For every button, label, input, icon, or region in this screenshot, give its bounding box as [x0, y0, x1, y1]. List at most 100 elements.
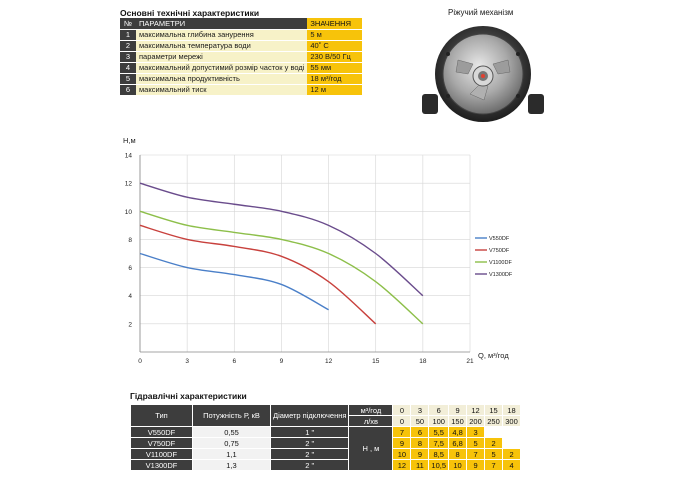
spec-row: 4 максимальний допустимий розмір часток у…: [120, 62, 362, 74]
hydraulic-q-label: м³/год: [348, 404, 394, 416]
hydraulic-h-value: 11: [410, 459, 430, 471]
chart-series: [139, 182, 424, 325]
legend-entry: V550DF: [489, 236, 510, 242]
spec-row: 2 максимальна температура води 40˚ C: [120, 40, 362, 52]
hydraulic-h-value: 5: [484, 448, 504, 460]
hydraulic-title: Гідравлічні характеристики: [130, 391, 247, 401]
hydraulic-h-value: [484, 426, 504, 438]
hydraulic-col-diameter: Діаметр підключення: [269, 404, 350, 427]
hydraulic-row-diameter: 2 ": [269, 448, 350, 460]
spec-title: Основні технічні характеристики: [120, 8, 260, 18]
y-tick-label: 4: [128, 293, 132, 300]
spec-table: № ПАРАМЕТРИ ЗНАЧЕННЯ 1 максимальна глибин…: [120, 18, 362, 96]
hydraulic-q-value: 15: [484, 404, 504, 416]
x-tick-label: 15: [372, 358, 380, 365]
legend-entry: V1300DF: [489, 272, 513, 278]
spec-row-param: максимальний тиск: [136, 84, 308, 96]
hydraulic-h-value: 7: [484, 459, 504, 471]
x-tick-label: 21: [466, 358, 474, 365]
x-tick-label: 9: [280, 358, 284, 365]
hydraulic-row-power: 1,1: [192, 448, 271, 460]
hydraulic-col-type: Тип: [130, 404, 193, 427]
hydraulic-h-value: 4: [502, 459, 522, 471]
hydraulic-row-power: 1,3: [192, 459, 271, 471]
hydraulic-l-value: 150: [448, 415, 468, 427]
hydraulic-l-value: 200: [466, 415, 486, 427]
hydraulic-row: V550DF 0,55 1 " Н , м 7 6 5,5 4,8 3: [130, 426, 522, 471]
hydraulic-h-value: [502, 426, 522, 438]
hydraulic-row: V1100DF 1,1 2 " 10 9 8,5 8 7 5 2: [130, 448, 522, 460]
hydraulic-h-value: 10: [392, 448, 412, 460]
hydraulic-row-diameter: 2 ": [269, 459, 350, 471]
x-tick-label: 12: [325, 358, 333, 365]
spec-row-value: 40˚ C: [307, 40, 362, 52]
spec-row-param: максимальний допустимий розмір часток у …: [136, 62, 308, 74]
hydraulic-h-value: 8: [410, 437, 430, 449]
x-axis-label: Q, м³/год: [478, 351, 509, 360]
cutting-mechanism-image: [422, 26, 544, 122]
spec-row-number: 3: [120, 51, 136, 63]
spec-row-number: 6: [120, 84, 136, 96]
spec-row: 5 максимальна продуктивність 18 м³/год: [120, 73, 362, 85]
hydraulic-l-value: 250: [484, 415, 504, 427]
x-tick-label: 0: [138, 358, 142, 365]
hydraulic-h-value: 6,8: [448, 437, 468, 449]
chart-legend: V550DF V750DF V1100DF V1300DF: [475, 236, 513, 278]
spec-row-value: 55 мм: [307, 62, 362, 74]
legend-entry: V1100DF: [489, 260, 512, 266]
hydraulic-header-row-q: Тип Потужність Р, кВ Діаметр підключення м³…: [130, 404, 522, 427]
hydraulic-q-value: 9: [448, 404, 468, 416]
spec-header-param: ПАРАМЕТРИ: [136, 18, 308, 30]
hydraulic-q-value: 12: [466, 404, 486, 416]
hydraulic-h-value: 9: [392, 437, 412, 449]
hydraulic-l-value: 300: [502, 415, 522, 427]
hydraulic-h-value: 6: [410, 426, 430, 438]
hydraulic-h-value: 5: [466, 437, 486, 449]
spec-row-number: 1: [120, 29, 136, 41]
spec-row: 6 максимальний тиск 12 м: [120, 84, 362, 96]
hydraulic-row: V1300DF 1,3 2 " 12 11 10,5 10 9 7 4: [130, 459, 522, 471]
chart-tick-labels: 2 4 6 8 10 12 14 0 3 6 9 12 15 18 21: [125, 153, 474, 366]
hydraulic-table: Тип Потужність Р, кВ Діаметр підключення м³…: [130, 404, 522, 471]
y-tick-label: 2: [128, 321, 132, 328]
y-tick-label: 6: [128, 265, 132, 272]
hydraulic-h-value: 3: [466, 426, 486, 438]
y-tick-label: 12: [125, 181, 133, 188]
chart-grid: [139, 154, 471, 352]
legend-entry: V750DF: [489, 248, 510, 254]
hydraulic-h-value: 7,5: [428, 437, 450, 449]
hydraulic-row-type: V750DF: [130, 437, 193, 449]
hydraulic-h-value: 8,5: [428, 448, 450, 460]
series-line-v550df: [139, 252, 329, 311]
hydraulic-row: V750DF 0,75 2 " 9 8 7,5 6,8 5 2: [130, 437, 522, 449]
hydraulic-h-value: 2: [502, 448, 522, 460]
x-tick-label: 18: [419, 358, 427, 365]
hydraulic-h-value: 8: [448, 448, 468, 460]
spec-row-param: максимальна температура води: [136, 40, 308, 52]
hydraulic-row-power: 0,55: [192, 426, 271, 438]
hydraulic-l-label: л/хв: [348, 415, 394, 427]
hydraulic-col-power: Потужність Р, кВ: [192, 404, 271, 427]
spec-row-value: 18 м³/год: [307, 73, 362, 85]
hydraulic-h-value: 5,5: [428, 426, 450, 438]
hydraulic-row-diameter: 1 ": [269, 426, 350, 438]
hydraulic-row-power: 0,75: [192, 437, 271, 449]
spec-row: 1 максимальна глибина занурення 5 м: [120, 29, 362, 41]
hydraulic-l-value: 50: [410, 415, 430, 427]
chart-axes: [139, 155, 470, 353]
series-line-v750df: [139, 224, 377, 325]
hydraulic-row-type: V1300DF: [130, 459, 193, 471]
hydraulic-q-value: 3: [410, 404, 430, 416]
spec-row-value: 230 В/50 Гц: [307, 51, 362, 63]
spec-row-value: 12 м: [307, 84, 362, 96]
spec-header-value: ЗНАЧЕННЯ: [307, 18, 362, 30]
mechanism-title: Ріжучий механізм: [448, 8, 514, 17]
spec-row-number: 4: [120, 62, 136, 74]
spec-header-number: №: [120, 18, 136, 30]
spec-row-param: параметри мережі: [136, 51, 308, 63]
y-tick-label: 8: [128, 237, 132, 244]
hydraulic-row-type: V550DF: [130, 426, 193, 438]
hydraulic-q-value: 6: [428, 404, 450, 416]
hydraulic-h-value: 9: [466, 459, 486, 471]
hydraulic-header-row-l: л/хв 0 50 100 150 200 250 300: [131, 415, 522, 427]
